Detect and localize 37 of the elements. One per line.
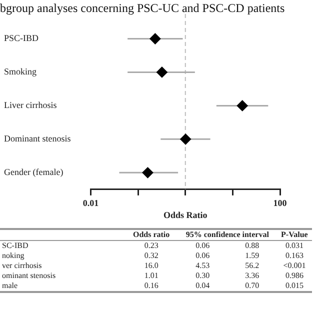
- text: 0.32: [143, 251, 160, 261]
- text: 95% confidence interval: [178, 229, 277, 240]
- text: 0.30: [194, 271, 211, 281]
- text: 3.36: [244, 271, 260, 281]
- text: noking: [1, 251, 26, 261]
- y-tick-label: PSC-IBD: [4, 33, 40, 44]
- text: 0.70: [227, 281, 277, 292]
- text: 1.01: [143, 271, 160, 281]
- x-axis-title: Odds Ratio: [163, 210, 208, 220]
- text: 0.88: [244, 240, 260, 251]
- text: 0.163: [284, 251, 304, 261]
- text: 0.031: [284, 240, 304, 251]
- chart-title: bgroup analyses concerning PSC-UC and PSC-CD patients: [0, 0, 286, 16]
- text: 16.0: [143, 261, 160, 271]
- x-tick-label: 0.01: [82, 198, 100, 208]
- y-tick-label: Liver cirrhosis: [4, 100, 58, 110]
- text: 56.2: [244, 261, 260, 271]
- text: 0.06: [194, 251, 211, 261]
- text: ominant stenosis: [1, 271, 57, 281]
- text: 0.23: [143, 240, 160, 251]
- text: 0.986: [284, 271, 304, 281]
- text: P-Value: [276, 229, 312, 240]
- text: 1.59: [244, 251, 260, 261]
- y-tick-label: Smoking: [4, 66, 38, 77]
- x-tick-label: 100: [273, 198, 288, 208]
- text: 0.06: [194, 240, 211, 251]
- y-tick-label: Gender (female): [4, 167, 64, 178]
- text: <0.001: [282, 261, 307, 271]
- text: 4.53: [194, 261, 211, 271]
- y-tick-label: Dominant stenosis: [4, 134, 72, 144]
- text: ver cirrhosis: [1, 261, 43, 271]
- text: 0.16: [124, 281, 178, 292]
- text: Odds ratio: [124, 229, 178, 240]
- text: 0.015: [276, 281, 312, 292]
- text: SC-IBD: [1, 240, 30, 251]
- text: male: [0, 281, 125, 292]
- text: 0.04: [178, 281, 228, 292]
